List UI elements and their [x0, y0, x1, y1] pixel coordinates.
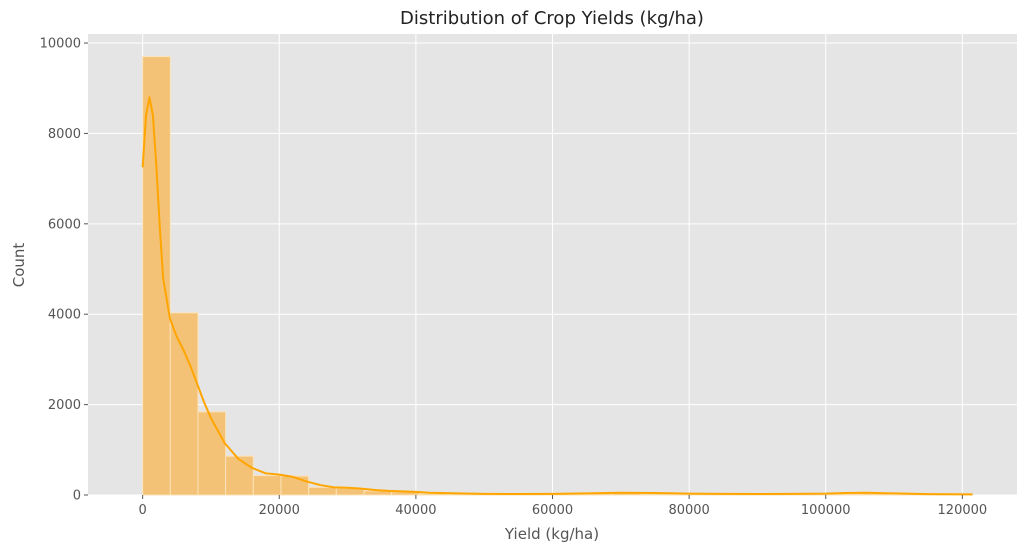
y-tick-label: 2000	[48, 398, 81, 413]
kde-curve	[141, 96, 973, 496]
y-axis-label: Count	[10, 243, 28, 288]
histogram-bar	[197, 411, 227, 496]
y-tick-label: 6000	[48, 217, 81, 232]
y-tick-label: 0	[73, 489, 81, 504]
x-tick-label: 20000	[259, 503, 300, 518]
histogram-bar	[225, 455, 254, 496]
histogram-bar	[280, 475, 310, 496]
x-tick-label: 60000	[532, 503, 573, 518]
y-tick-label: 10000	[40, 37, 81, 52]
histogram-bars	[142, 56, 974, 496]
x-tick-label: 80000	[668, 503, 709, 518]
histogram-bar	[252, 475, 282, 496]
x-tick-label: 40000	[395, 503, 436, 518]
histogram-bar	[308, 486, 337, 496]
y-axis-ticks: 0 2000 4000 6000 8000 10000	[40, 37, 88, 504]
chart-title: Distribution of Crop Yields (kg/ha)	[400, 8, 704, 29]
x-tick-label: 120000	[938, 503, 988, 518]
x-tick-label: 0	[139, 503, 147, 518]
histogram-bar	[169, 312, 199, 496]
x-axis-ticks: 0 20000 40000 60000 80000 100000 120000	[139, 495, 988, 518]
x-tick-label: 100000	[801, 503, 851, 518]
y-tick-label: 4000	[48, 308, 81, 323]
histogram-bar	[142, 56, 171, 496]
y-tick-label: 8000	[48, 127, 81, 142]
x-axis-label: Yield (kg/ha)	[504, 525, 599, 543]
